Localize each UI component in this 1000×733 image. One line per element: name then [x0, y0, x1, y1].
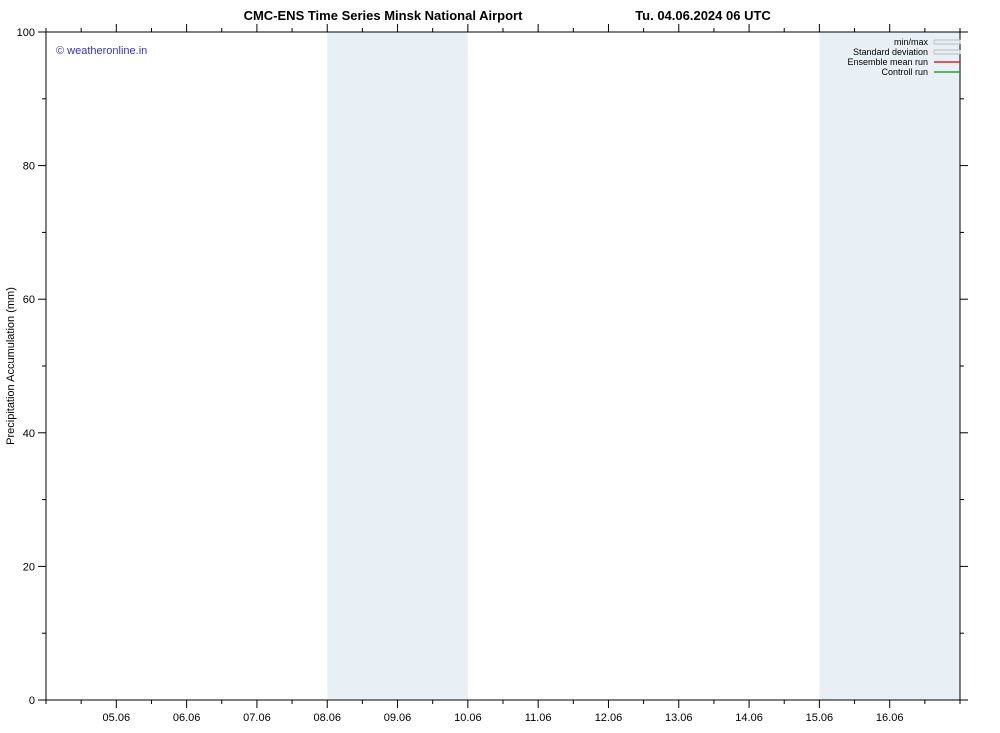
y-axis-label: Precipitation Accumulation (mm): [5, 287, 17, 445]
chart-title-right: Tu. 04.06.2024 06 UTC: [635, 8, 771, 23]
y-tick-label: 100: [17, 27, 35, 39]
x-tick-label: 16.06: [876, 712, 904, 724]
y-tick-label: 20: [23, 561, 35, 573]
x-tick-label: 12.06: [595, 712, 623, 724]
y-tick-label: 40: [23, 428, 35, 440]
x-tick-label: 09.06: [384, 712, 412, 724]
x-tick-label: 07.06: [243, 712, 271, 724]
timeseries-chart: 0 20 40 60 80 100 05.06 06.06 07.06 08.06 09.06 10.…: [0, 0, 1000, 733]
y-tick-label: 60: [23, 294, 35, 306]
x-tick-label: 15.06: [806, 712, 834, 724]
y-tick-label: 80: [23, 161, 35, 173]
legend-label: Ensemble mean run: [847, 57, 928, 67]
weekend-band-0: [327, 32, 468, 700]
x-tick-label: 14.06: [735, 712, 763, 724]
legend-label: min/max: [894, 37, 929, 47]
chart-container: 0 20 40 60 80 100 05.06 06.06 07.06 08.06 09.06 10.…: [0, 0, 1000, 733]
x-tick-label: 10.06: [454, 712, 482, 724]
x-tick-label: 05.06: [103, 712, 131, 724]
x-tick-label: 13.06: [665, 712, 693, 724]
x-tick-label: 06.06: [173, 712, 201, 724]
attribution-text: © weatheronline.in: [56, 45, 147, 57]
x-tick-label: 08.06: [313, 712, 341, 724]
chart-title-left: CMC-ENS Time Series Minsk National Airpo…: [244, 8, 524, 23]
x-tick-label: 11.06: [525, 712, 552, 724]
y-tick-label: 0: [29, 695, 35, 707]
weekend-band-1: [819, 32, 960, 700]
legend-label: Standard deviation: [853, 47, 928, 57]
legend-label: Controll run: [881, 67, 928, 77]
